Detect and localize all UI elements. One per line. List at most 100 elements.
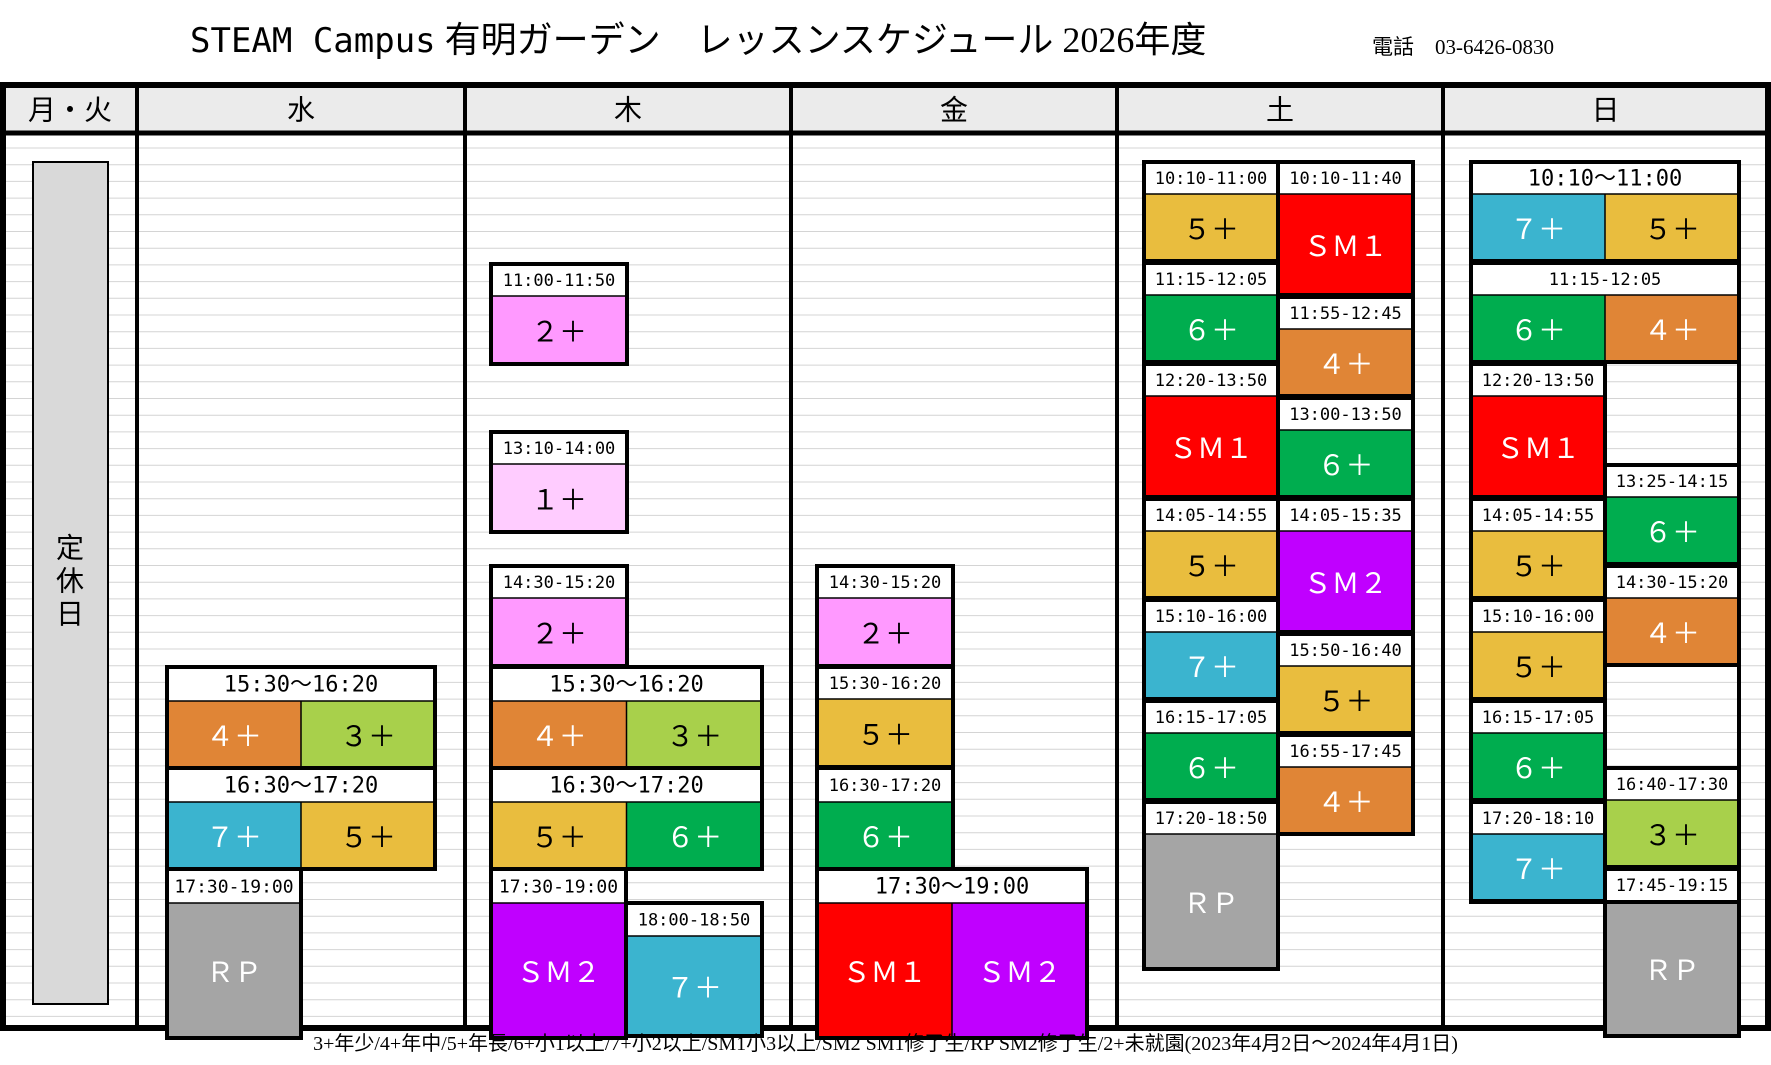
class-label: ２＋ xyxy=(531,618,587,651)
lesson-thu-1: 11:00-11:50 ２＋ xyxy=(489,262,629,366)
time-strip xyxy=(491,667,762,701)
time-strip xyxy=(491,566,627,598)
lesson-time: 16:55-17:45 xyxy=(1289,742,1402,762)
time-strip xyxy=(1278,735,1413,767)
time-strip xyxy=(1605,566,1739,598)
class-label: ６＋ xyxy=(666,821,722,854)
lesson-time: 16:30〜17:20 xyxy=(224,774,378,799)
time-strip xyxy=(1278,162,1413,194)
class-cell xyxy=(1471,531,1605,598)
lesson-time: 15:30-16:20 xyxy=(829,674,942,694)
class-label: ６＋ xyxy=(1183,314,1239,347)
class-label: ５＋ xyxy=(1644,213,1700,246)
time-strip xyxy=(1471,364,1605,396)
time-strip xyxy=(1471,162,1739,194)
lesson-sat-right-4: 14:05-15:35 ＳＭ２ xyxy=(1276,497,1415,634)
lesson-time: 17:45-19:15 xyxy=(1616,876,1729,896)
lesson-sun-3: 12:20-13:50 ＳＭ１ xyxy=(1469,362,1607,499)
lesson-thu-6: 17:30-19:00 ＳＭ２ xyxy=(489,867,628,1040)
time-strip xyxy=(817,566,953,598)
class-label: ５＋ xyxy=(1510,550,1566,583)
time-strip xyxy=(817,667,953,699)
class-label: ４＋ xyxy=(1644,314,1700,347)
lesson-sat-right-6: 16:55-17:45 ４＋ xyxy=(1276,733,1415,836)
lesson-border xyxy=(1276,733,1415,836)
class-cell xyxy=(1278,531,1413,632)
lesson-time: 17:20-18:50 xyxy=(1155,809,1268,829)
lesson-sun-11: 17:45-19:15 ＲＰ xyxy=(1603,867,1741,1038)
time-strip xyxy=(1278,634,1413,666)
lesson-border xyxy=(489,430,629,534)
class-cell xyxy=(1471,632,1605,699)
time-strip xyxy=(1278,499,1413,531)
time-strip xyxy=(1471,263,1739,295)
class-cell xyxy=(626,802,762,869)
class-cell xyxy=(491,903,626,1038)
class-cell xyxy=(1471,396,1605,497)
lesson-sun-7: 15:10-16:00 ５＋ xyxy=(1469,598,1607,701)
class-cell xyxy=(1144,834,1278,969)
time-strip xyxy=(491,869,626,903)
lesson-time: 15:10-16:00 xyxy=(1155,607,1268,627)
lesson-sat-right-5: 15:50-16:40 ５＋ xyxy=(1276,632,1415,735)
lesson-sat-left-7: 17:20-18:50 ＲＰ xyxy=(1142,800,1280,971)
class-cell xyxy=(1144,396,1278,497)
class-cell xyxy=(167,701,301,768)
class-cell xyxy=(1471,194,1605,261)
lesson-time: 17:20-18:10 xyxy=(1482,809,1595,829)
class-cell xyxy=(1605,800,1739,867)
closed-day-bar xyxy=(32,161,109,1005)
class-label: ５＋ xyxy=(1183,213,1239,246)
lesson-time: 14:30-15:20 xyxy=(829,573,942,593)
time-strip xyxy=(1144,162,1278,194)
class-cell xyxy=(952,903,1087,1038)
lesson-time: 17:30〜19:00 xyxy=(875,875,1029,900)
class-cell xyxy=(1471,733,1605,800)
class-label: ＳＭ１ xyxy=(842,956,926,989)
lesson-fri-3: 16:30-17:20 ６＋ xyxy=(815,766,955,871)
header-thu: 木 xyxy=(614,94,642,127)
class-label: ４＋ xyxy=(531,720,587,753)
lesson-time: 11:55-12:45 xyxy=(1289,304,1402,324)
lesson-time: 13:10-14:00 xyxy=(503,439,616,459)
class-label: ４＋ xyxy=(1317,348,1373,381)
class-cell xyxy=(1278,194,1413,295)
class-label: １＋ xyxy=(531,484,587,517)
class-cell xyxy=(817,903,952,1038)
class-cell xyxy=(1144,531,1278,598)
lesson-sun-9: 16:40-17:30 ３＋ xyxy=(1603,766,1741,869)
lesson-time: 15:10-16:00 xyxy=(1482,607,1595,627)
time-strip xyxy=(1605,869,1739,901)
lesson-time: 16:30〜17:20 xyxy=(549,774,703,799)
time-strip xyxy=(1144,263,1278,295)
header-row xyxy=(3,85,1768,133)
lesson-sun-8: 16:15-17:05 ６＋ xyxy=(1469,699,1607,802)
lesson-time: 14:05-14:55 xyxy=(1482,506,1595,526)
lesson-time: 11:15-12:05 xyxy=(1155,270,1268,290)
class-cell xyxy=(1278,430,1413,497)
class-cell xyxy=(1144,632,1278,699)
header-mon-tue: 月・火 xyxy=(28,94,112,127)
time-strip xyxy=(167,869,301,903)
class-cell xyxy=(167,903,301,1038)
class-cell xyxy=(1471,295,1605,362)
time-strip xyxy=(1278,297,1413,329)
class-label: ３＋ xyxy=(666,720,722,753)
lesson-time: 16:40-17:30 xyxy=(1616,775,1729,795)
lesson-sat-left-5: 15:10-16:00 ７＋ xyxy=(1142,598,1280,701)
lesson-time: 17:30-19:00 xyxy=(499,877,618,898)
time-strip xyxy=(1144,600,1278,632)
lesson-sat-left-6: 16:15-17:05 ６＋ xyxy=(1142,699,1280,802)
lesson-sun-6: 14:30-15:20 ４＋ xyxy=(1603,564,1741,667)
class-cell xyxy=(1605,598,1739,665)
class-cell xyxy=(1605,194,1739,261)
class-cell xyxy=(1605,901,1739,1036)
phone-info: 電話 03-6426-0830 xyxy=(1372,30,1554,64)
time-strip xyxy=(1144,802,1278,834)
lesson-time: 13:00-13:50 xyxy=(1289,405,1402,425)
lesson-thu-2: 13:10-14:00 １＋ xyxy=(489,430,629,534)
class-label: ６＋ xyxy=(857,821,913,854)
class-cell xyxy=(1144,733,1278,800)
class-cell xyxy=(1144,295,1278,362)
